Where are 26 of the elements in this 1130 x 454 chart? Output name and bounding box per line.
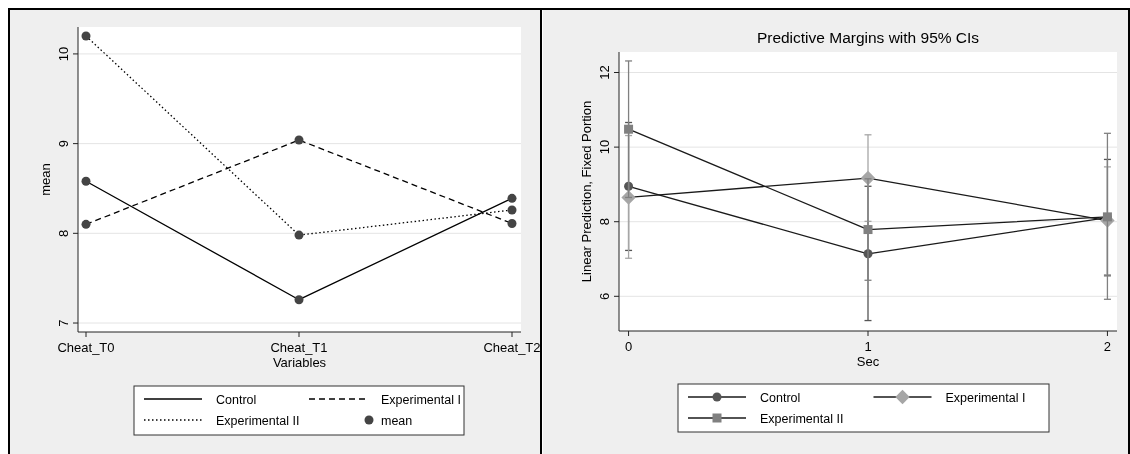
x-axis-title: Sec [856, 354, 880, 369]
x-tick-label: Cheat_T0 [57, 340, 115, 355]
y-tick-label: 9 [56, 140, 71, 148]
y-axis-title: Linear Prediction, Fixed Portion [579, 100, 594, 283]
legend-label: mean [381, 413, 413, 428]
chart-title: Predictive Margins with 95% CIs [756, 29, 980, 46]
x-axis-title: Variables [272, 355, 327, 370]
y-tick-label: 10 [56, 46, 71, 62]
legend-label: Experimental I [381, 392, 461, 407]
y-tick-label: 12 [597, 65, 612, 80]
x-tick-label: 0 [624, 339, 633, 354]
x-tick-label: 1 [864, 339, 872, 354]
x-tick-label: Cheat_T2 [483, 340, 541, 355]
y-tick-label: 8 [56, 229, 71, 237]
x-tick-label: 2 [1103, 339, 1112, 354]
y-tick-label: 6 [597, 292, 612, 300]
legend-label: Experimental II [216, 413, 300, 428]
y-tick-label: 10 [597, 139, 612, 155]
legend-label: Control [216, 392, 257, 407]
y-axis-title: mean [38, 163, 53, 196]
y-tick-label: 7 [56, 319, 71, 327]
x-tick-label: Cheat_T1 [270, 340, 328, 355]
legend-label: Control [760, 390, 801, 405]
legend-label: Experimental I [945, 390, 1026, 405]
y-tick-label: 8 [597, 218, 612, 226]
legend-label: Experimental II [760, 411, 844, 426]
